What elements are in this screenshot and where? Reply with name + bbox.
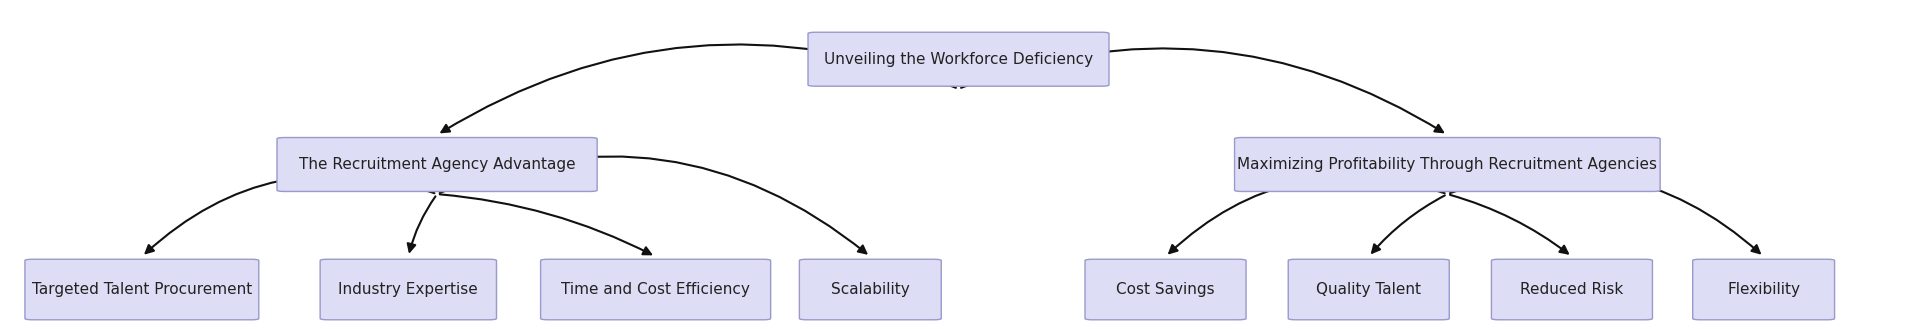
Text: Reduced Risk: Reduced Risk (1520, 282, 1624, 297)
FancyBboxPatch shape (25, 259, 259, 320)
FancyBboxPatch shape (1235, 138, 1660, 191)
Text: Flexibility: Flexibility (1727, 282, 1800, 297)
Text: Cost Savings: Cost Savings (1116, 282, 1215, 297)
Text: Quality Talent: Quality Talent (1317, 282, 1420, 297)
FancyBboxPatch shape (799, 259, 941, 320)
Text: Scalability: Scalability (830, 282, 911, 297)
Text: Unveiling the Workforce Deficiency: Unveiling the Workforce Deficiency (824, 52, 1093, 67)
FancyBboxPatch shape (809, 32, 1110, 86)
Text: Maximizing Profitability Through Recruitment Agencies: Maximizing Profitability Through Recruit… (1236, 157, 1658, 172)
FancyBboxPatch shape (1693, 259, 1835, 320)
Text: Industry Expertise: Industry Expertise (339, 282, 477, 297)
FancyBboxPatch shape (1491, 259, 1652, 320)
FancyBboxPatch shape (541, 259, 771, 320)
FancyBboxPatch shape (1085, 259, 1246, 320)
Text: Time and Cost Efficiency: Time and Cost Efficiency (562, 282, 750, 297)
FancyBboxPatch shape (278, 138, 598, 191)
Text: The Recruitment Agency Advantage: The Recruitment Agency Advantage (299, 157, 575, 172)
Text: Targeted Talent Procurement: Targeted Talent Procurement (33, 282, 251, 297)
FancyBboxPatch shape (1288, 259, 1449, 320)
FancyBboxPatch shape (320, 259, 497, 320)
